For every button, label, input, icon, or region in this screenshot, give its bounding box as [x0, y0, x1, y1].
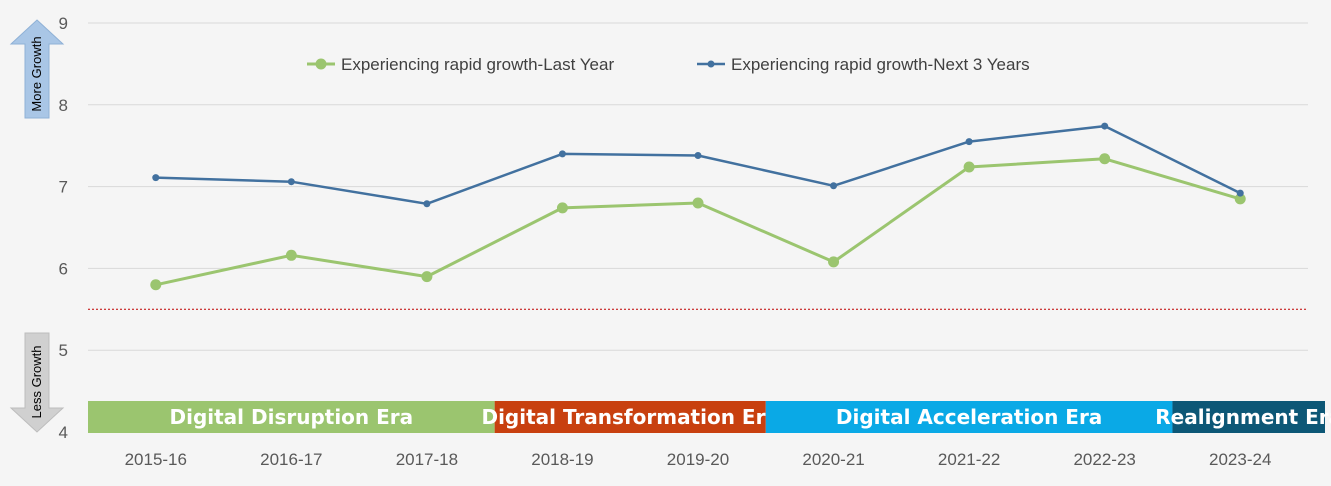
y-tick-label: 5 — [59, 341, 68, 360]
series-1-point — [421, 271, 433, 283]
series-1-point — [1099, 153, 1111, 165]
series-2-point — [830, 182, 838, 190]
era-band — [88, 401, 495, 433]
x-tick-label: 2017-18 — [396, 450, 458, 469]
era-label: Digital Disruption Era — [169, 405, 413, 429]
y-axis-ticks: 4 5 6 7 8 9 — [59, 14, 68, 442]
series-2-point — [1236, 189, 1244, 197]
y-tick-label: 7 — [59, 178, 68, 197]
x-tick-label: 2016-17 — [260, 450, 322, 469]
series-1-point — [692, 197, 704, 209]
series-2-point — [694, 152, 702, 160]
y-tick-label: 4 — [59, 423, 68, 442]
x-tick-label: 2019-20 — [667, 450, 729, 469]
series-1-point — [150, 279, 162, 291]
down-arrow-icon — [9, 332, 65, 433]
era-bands: Digital Disruption Era Digital Transforma… — [88, 401, 1331, 433]
y-tick-label: 8 — [59, 96, 68, 115]
up-arrow-label: More Growth — [29, 36, 44, 111]
series-1-point — [1234, 193, 1246, 205]
gridlines — [88, 22, 1308, 351]
series-1-point — [556, 202, 568, 214]
legend-swatch-marker — [707, 60, 715, 68]
x-axis-ticks: 2015-16 2016-17 2017-18 2018-19 2019-20 2020-… — [125, 450, 1272, 469]
series-2-point — [152, 174, 160, 182]
series-line-1 — [155, 157, 1241, 287]
legend: Experiencing rapid growth-Last Year Exper… — [307, 55, 1030, 74]
era-band — [494, 401, 766, 433]
series-group — [150, 122, 1246, 291]
series-1-point — [285, 249, 297, 261]
series-1-point — [828, 256, 840, 268]
series-1-point — [963, 161, 975, 173]
y-tick-label: 6 — [59, 259, 68, 278]
era-label: Realignment Era — [1155, 405, 1331, 429]
legend-label: Experiencing rapid growth-Last Year — [341, 55, 614, 74]
era-label: Digital Acceleration Era — [836, 405, 1102, 429]
era-band — [1172, 401, 1325, 433]
y-tick-label: 9 — [59, 14, 68, 33]
x-tick-label: 2023-24 — [1209, 450, 1271, 469]
era-band — [765, 401, 1173, 433]
series-2-point — [1101, 122, 1109, 130]
x-tick-label: 2021-22 — [938, 450, 1000, 469]
series-2-point — [558, 150, 566, 158]
era-label: Digital Transformation Era — [481, 405, 778, 429]
series-2-point — [287, 178, 295, 186]
growth-arrows: More Growth Less Growth — [9, 19, 65, 433]
series-line-2 — [155, 124, 1241, 206]
x-tick-label: 2015-16 — [125, 450, 187, 469]
down-arrow-label: Less Growth — [29, 346, 44, 419]
legend-label: Experiencing rapid growth-Next 3 Years — [731, 55, 1030, 74]
up-arrow-icon — [9, 19, 65, 119]
x-tick-label: 2022-23 — [1073, 450, 1135, 469]
x-tick-label: 2020-21 — [802, 450, 864, 469]
series-2-point — [423, 200, 431, 208]
series-2-point — [965, 138, 973, 146]
x-tick-label: 2018-19 — [531, 450, 593, 469]
legend-swatch-marker — [315, 58, 327, 70]
